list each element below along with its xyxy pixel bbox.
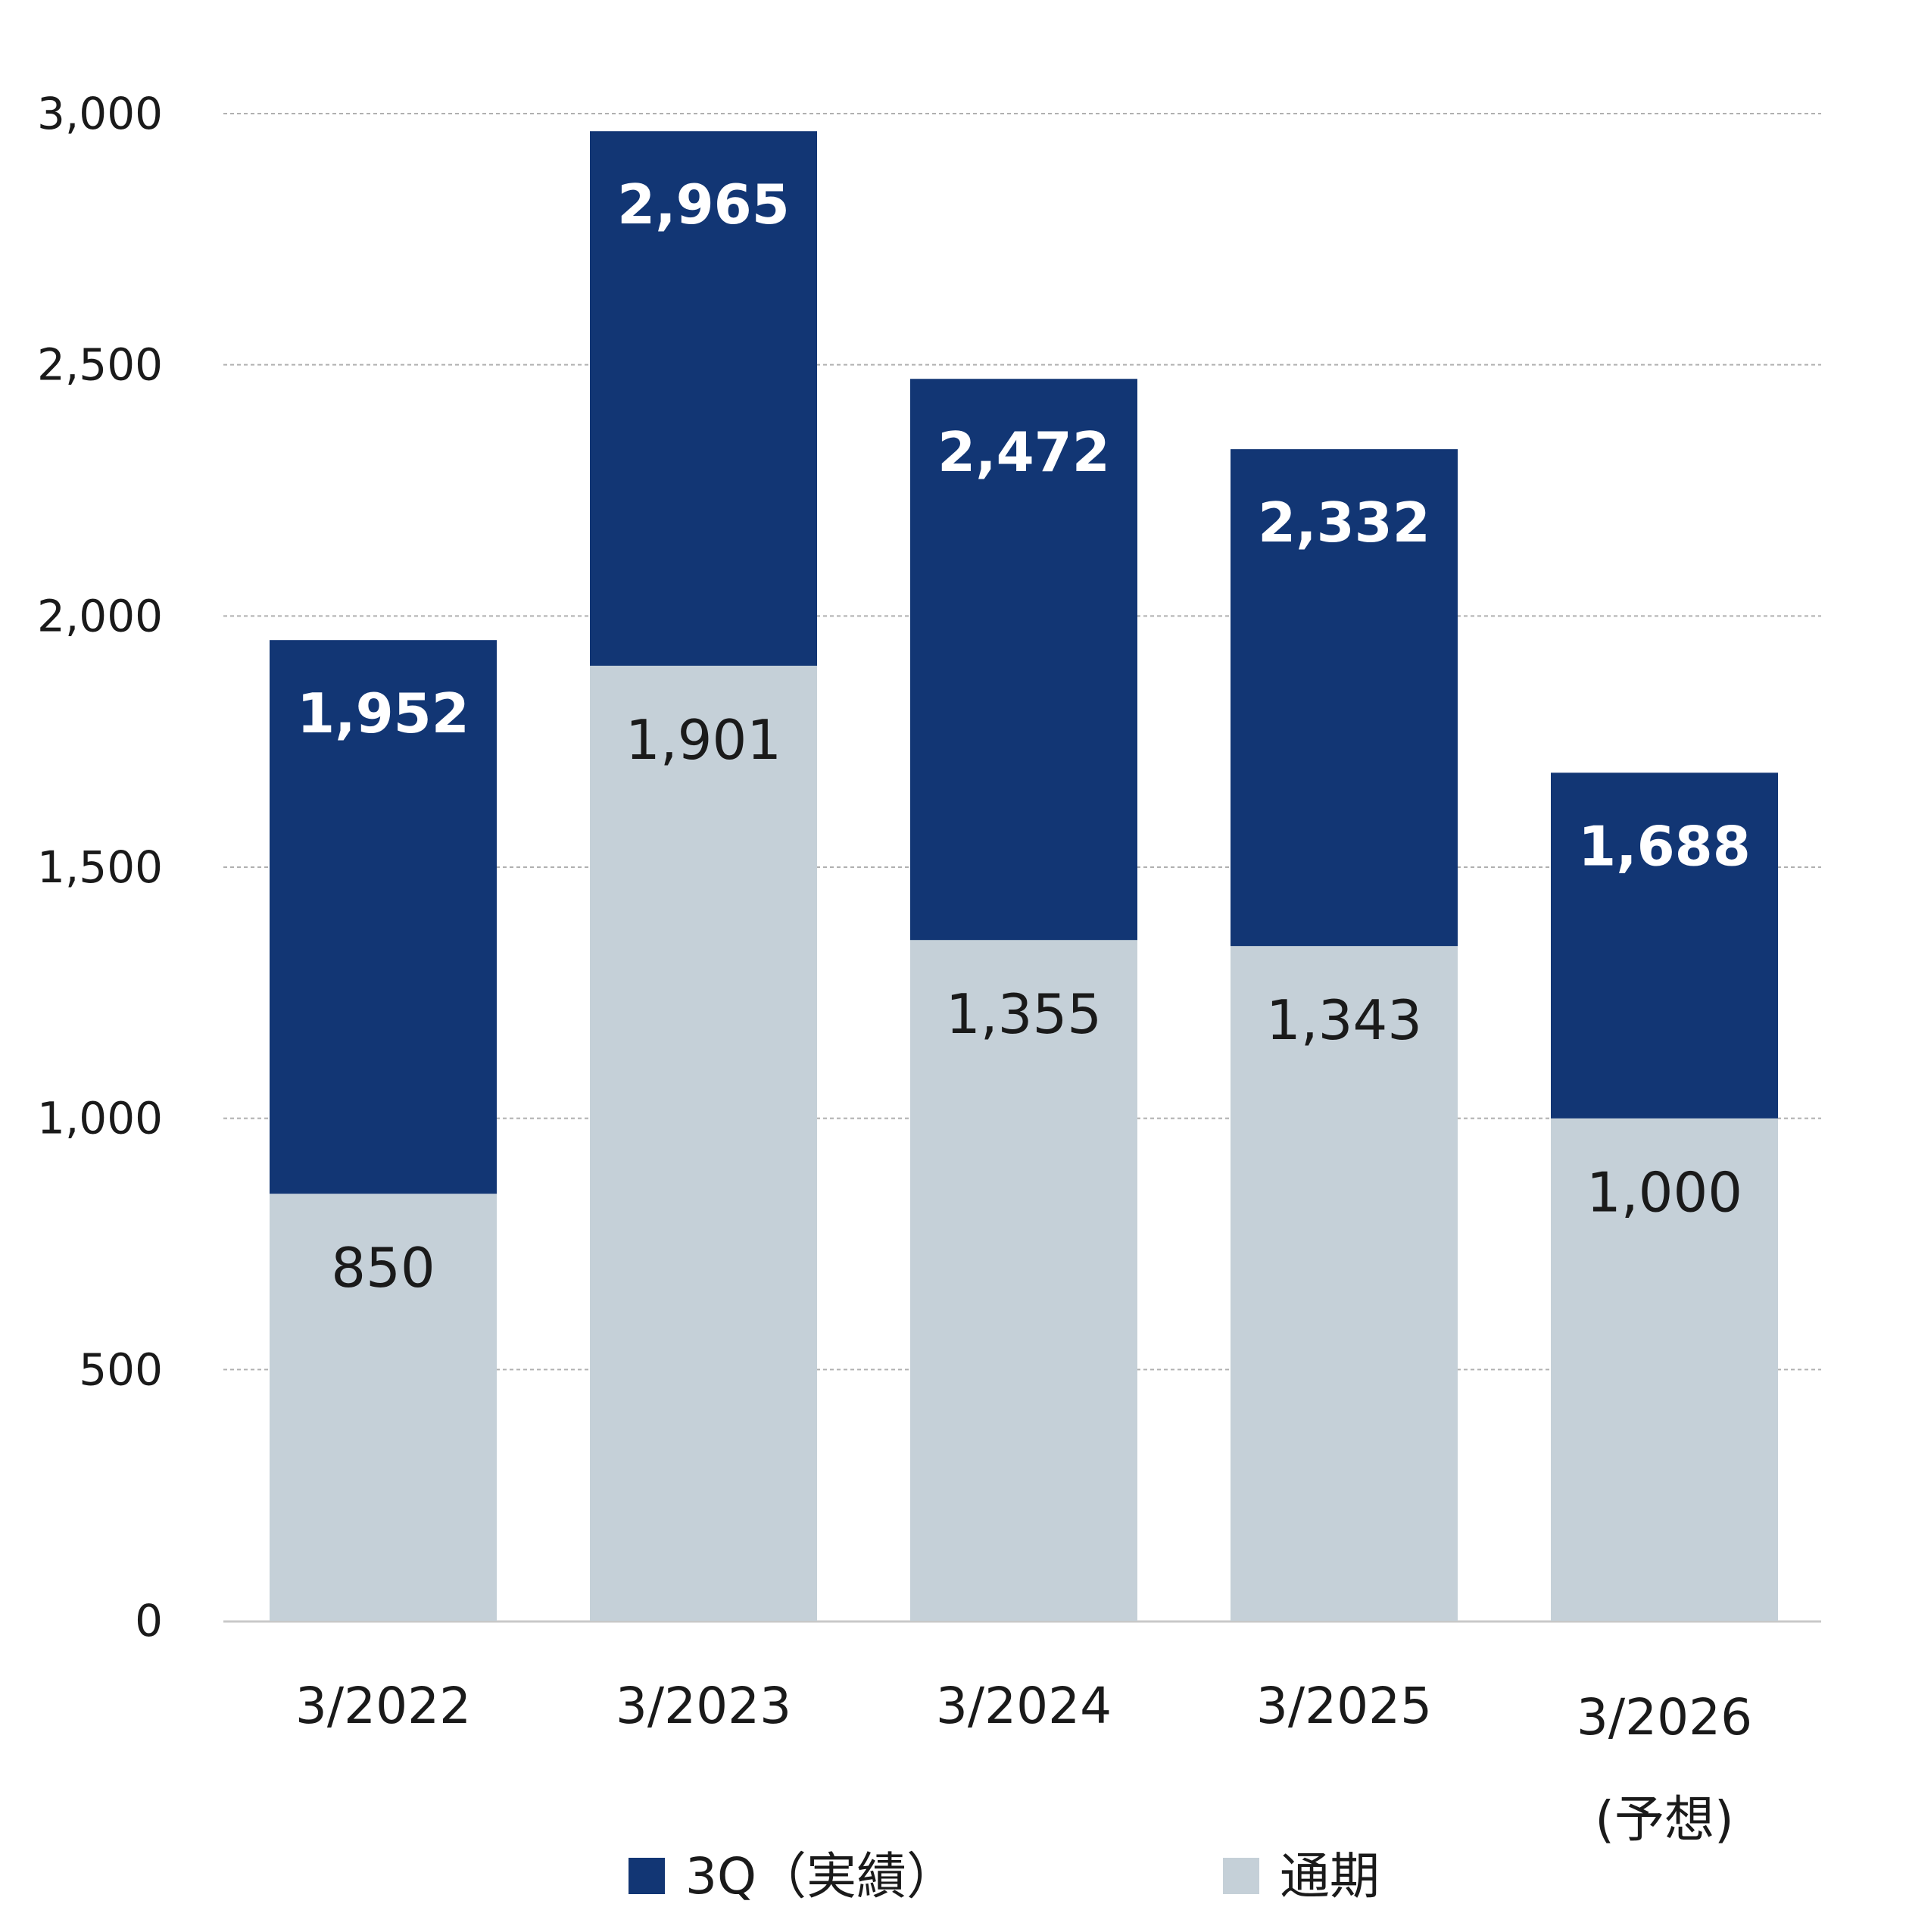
bar-full-year-3/2024: [910, 940, 1137, 1621]
y-tick-label: 2,000: [37, 590, 163, 641]
x-category-label: 3/2023: [616, 1677, 791, 1735]
legend-item-full-year-label: 通期: [1280, 1847, 1380, 1905]
data-label-3q: 1,688: [1578, 814, 1751, 878]
y-tick-label: 1,000: [37, 1093, 163, 1144]
y-tick-label: 500: [79, 1344, 163, 1395]
data-label-full-year: 1,000: [1586, 1161, 1742, 1225]
legend-item-3q-swatch: [629, 1858, 665, 1894]
y-tick-label: 2,500: [37, 339, 163, 391]
bar-full-year-3/2026: [1551, 1118, 1778, 1621]
legend-item-full-year-swatch: [1223, 1858, 1259, 1894]
legend: 3Q（実績） 通期: [629, 1847, 1380, 1905]
x-category-label: 3/2025: [1256, 1677, 1432, 1735]
x-category-label: 3/2024: [936, 1677, 1112, 1735]
data-label-3q: 2,965: [617, 173, 790, 236]
data-label-full-year: 850: [331, 1236, 435, 1300]
bars: [270, 131, 1778, 1621]
legend-item-3q-label: 3Q（実績）: [685, 1847, 956, 1905]
data-label-3q: 2,472: [937, 420, 1110, 484]
data-labels: 1,952 850 2,965 1,901 2,472 1,355 2,332 1,343 1,…: [297, 173, 1751, 1300]
bar-full-year-3/2025: [1231, 946, 1458, 1621]
data-label-full-year: 1,901: [625, 708, 781, 772]
y-tick-label: 1,500: [37, 841, 163, 893]
data-label-3q: 2,332: [1258, 491, 1430, 554]
x-category-label: 3/2026: [1577, 1688, 1752, 1746]
x-category-sublabel: (予想): [1595, 1790, 1734, 1849]
axis-labels: 0 500 1,000 1,500 2,000 2,500 3,000 3/2022 3/202…: [37, 88, 1752, 1849]
y-tick-label: 0: [135, 1595, 163, 1646]
data-label-full-year: 1,355: [946, 982, 1102, 1046]
bar-full-year-3/2022: [270, 1194, 497, 1621]
y-tick-label: 3,000: [37, 88, 163, 139]
x-category-label: 3/2022: [295, 1677, 471, 1735]
data-label-3q: 1,952: [297, 682, 469, 745]
data-label-full-year: 1,343: [1266, 988, 1422, 1052]
bar-full-year-3/2023: [590, 666, 817, 1621]
